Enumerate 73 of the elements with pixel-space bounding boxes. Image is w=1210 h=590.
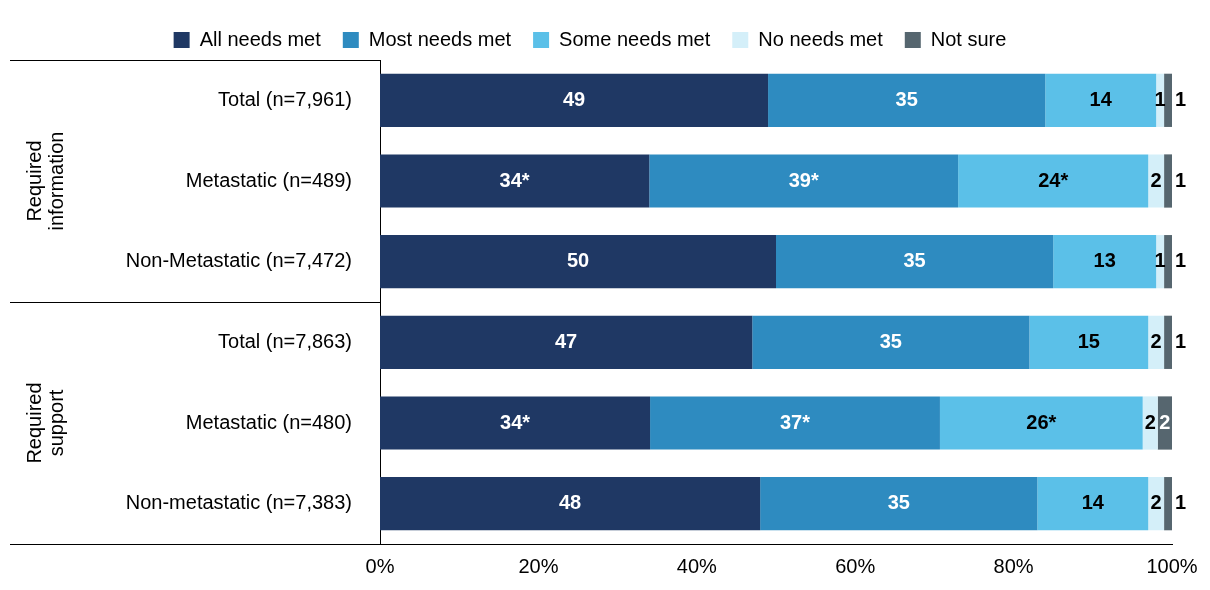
bar: [752, 315, 1030, 369]
y-tick-label: Total (n=7,863): [218, 329, 352, 352]
bar: [958, 154, 1149, 208]
bar: [1164, 315, 1172, 369]
data-label: 14: [1089, 87, 1113, 110]
bar: [380, 235, 776, 289]
x-tick-label: 20%: [518, 554, 559, 577]
legend-label: All needs met: [199, 27, 322, 50]
bar: [650, 396, 940, 450]
bar: [1053, 235, 1157, 289]
bar: [649, 154, 959, 208]
y-tick-label: Non-metastatic (n=7,383): [125, 491, 352, 514]
y-tick-label: Metastatic (n=489): [185, 168, 352, 191]
data-label: 37*: [779, 410, 811, 433]
bar: [380, 477, 761, 531]
legend-label: No needs met: [758, 27, 884, 50]
bar: [1164, 154, 1172, 208]
bar: [380, 73, 769, 127]
bar: [380, 315, 753, 369]
x-tick-label: 100%: [1146, 554, 1198, 577]
data-label: 15: [1077, 329, 1100, 352]
data-label: 2: [1150, 329, 1162, 352]
data-label: 48: [558, 491, 582, 514]
data-label: 35: [879, 329, 902, 352]
bar: [380, 154, 650, 208]
bar: [768, 73, 1046, 127]
data-label: 1: [1175, 249, 1187, 272]
bar: [1029, 315, 1149, 369]
data-label: 2: [1144, 410, 1156, 433]
bar: [760, 477, 1038, 531]
y-tick-label: Total (n=7,961): [218, 87, 352, 110]
data-label: 2: [1150, 168, 1162, 191]
legend-label: Most needs met: [368, 27, 512, 50]
data-label: 13: [1093, 249, 1116, 272]
bar: [1164, 477, 1172, 531]
data-label: 34*: [499, 168, 530, 191]
data-label: 2: [1150, 491, 1162, 514]
data-label: 35: [887, 491, 910, 514]
data-label: 1: [1175, 491, 1187, 514]
data-label: 34*: [500, 410, 531, 433]
data-label: 50: [566, 249, 590, 272]
bar: [1164, 73, 1172, 127]
data-label: 1: [1175, 168, 1187, 191]
data-label: 1: [1175, 87, 1187, 110]
x-tick-label: 80%: [993, 554, 1034, 577]
x-tick-label: 0%: [365, 554, 395, 577]
bar: [939, 396, 1143, 450]
data-label: 1: [1154, 87, 1166, 110]
data-label: 1: [1154, 249, 1166, 272]
data-label: 14: [1081, 491, 1105, 514]
bar: [776, 235, 1054, 289]
bar: [1164, 235, 1172, 289]
data-label: 26*: [1026, 410, 1057, 433]
data-label: 47: [554, 329, 578, 352]
data-label: 1: [1175, 329, 1187, 352]
data-label: 39*: [788, 168, 819, 191]
data-label: 49: [562, 87, 586, 110]
bar: [1045, 73, 1157, 127]
data-label: 24*: [1038, 168, 1069, 191]
data-label: 2: [1159, 410, 1171, 433]
text: Required support: [22, 382, 67, 464]
bar: [380, 396, 651, 450]
bar: [1148, 154, 1165, 208]
legend-label: Some needs met: [559, 27, 711, 50]
x-tick-label: 60%: [835, 554, 876, 577]
y-tick-label: Metastatic (n=480): [185, 410, 352, 433]
legend-label: Not sure: [930, 27, 1007, 50]
x-tick-label: 40%: [676, 554, 718, 577]
text: Required information: [22, 131, 67, 231]
data-label: 35: [895, 87, 918, 110]
data-label: 35: [903, 249, 926, 272]
bar: [1037, 477, 1149, 531]
y-tick-label: Non-Metastatic (n=7,472): [125, 249, 352, 272]
